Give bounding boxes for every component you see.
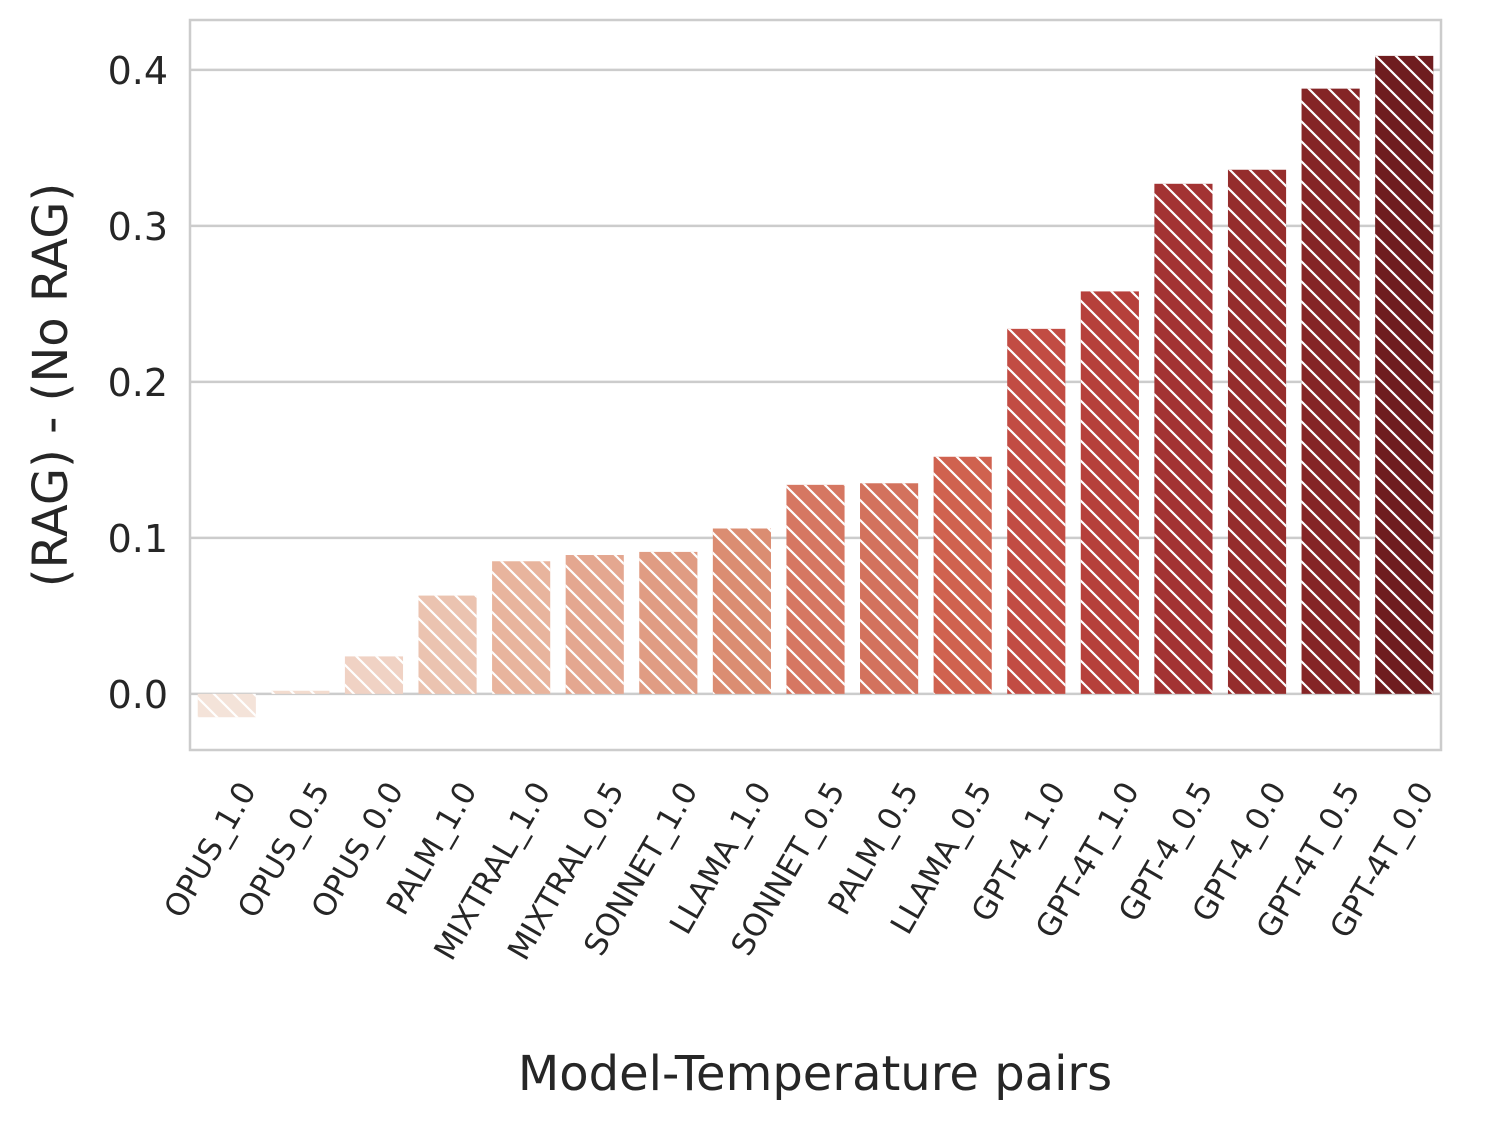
bar [271,690,330,694]
x-axis-label: Model-Temperature pairs [518,1046,1112,1102]
y-tick-label: 0.4 [108,49,168,93]
bar-hatch [860,483,919,694]
x-tick-labels: OPUS_1.0OPUS_0.5OPUS_0.0PALM_1.0MIXTRAL_… [157,776,1441,966]
bar [1080,291,1139,694]
bar [933,456,992,694]
bar [1301,88,1360,694]
bar [492,561,551,694]
bar-hatch [1301,88,1360,694]
bar [1375,55,1434,694]
y-tick-label: 0.2 [108,361,168,405]
bar-hatch [565,555,624,694]
y-tick-label: 0.3 [108,205,168,249]
bar [639,551,698,694]
bar-hatch [271,690,330,694]
bar-hatch [639,551,698,694]
bar-hatch [786,484,845,694]
bar [565,555,624,694]
bar [1007,328,1066,694]
y-tick-labels: 0.0 0.1 0.2 0.3 0.4 [108,49,168,717]
bar-hatch [1154,183,1213,694]
bar [786,484,845,694]
bar-hatch [492,561,551,694]
bar-hatch [197,693,256,718]
bar [344,656,404,694]
bar-hatch [1080,291,1139,694]
y-tick-label: 0.0 [108,673,168,717]
bar [860,483,919,694]
y-tick-label: 0.1 [108,517,168,561]
bar-hatch [1227,169,1287,694]
bar [418,595,477,694]
y-axis-label: (RAG) - (No RAG) [23,183,79,587]
bar-hatch [712,528,771,694]
bar-hatch [1007,328,1066,694]
bar [1154,183,1213,694]
bar-hatch [933,456,992,694]
bar [712,528,771,694]
bar-hatch [418,595,477,694]
bar [197,693,256,718]
plot-frame [188,18,1443,752]
bar [1227,169,1287,694]
bars [197,55,1434,718]
bar-hatch [344,656,404,694]
bar-hatch [1375,55,1434,694]
